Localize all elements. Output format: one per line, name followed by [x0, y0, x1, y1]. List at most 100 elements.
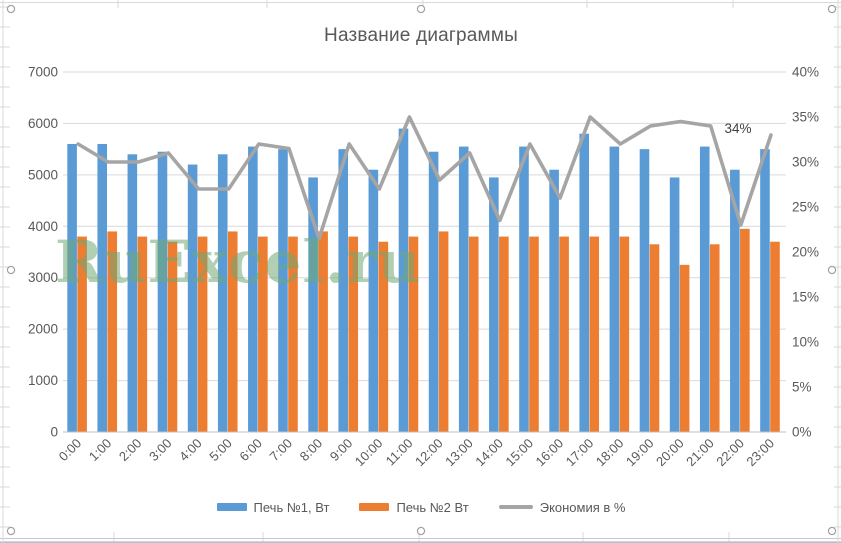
- x-axis-tick-label[interactable]: 12:00: [412, 436, 446, 470]
- x-axis-tick-label[interactable]: 16:00: [533, 436, 567, 470]
- chart-legend[interactable]: Печь №1, Вт Печь №2 Вт Экономия в %: [11, 496, 831, 518]
- bar-furnace2[interactable]: [770, 241, 780, 432]
- x-axis-tick-label[interactable]: 8:00: [297, 436, 326, 465]
- bar-furnace1[interactable]: [338, 149, 349, 432]
- bar-furnace2[interactable]: [378, 241, 389, 432]
- bar-furnace1[interactable]: [368, 169, 379, 432]
- bar-furnace1[interactable]: [97, 144, 108, 432]
- bar-furnace2[interactable]: [408, 236, 419, 432]
- bar-furnace1[interactable]: [278, 149, 288, 432]
- right-axis-tick-label[interactable]: 15%: [792, 290, 819, 305]
- bar-furnace1[interactable]: [579, 133, 590, 432]
- x-axis-tick-label[interactable]: 23:00: [743, 436, 777, 470]
- x-axis-tick-label[interactable]: 2:00: [116, 436, 145, 465]
- bar-furnace1[interactable]: [760, 149, 770, 432]
- selection-handle-top-left[interactable]: [7, 5, 15, 13]
- x-axis-tick-label[interactable]: 13:00: [442, 436, 476, 470]
- x-axis-tick-label[interactable]: 21:00: [683, 436, 717, 470]
- bar-furnace1[interactable]: [519, 146, 529, 433]
- x-axis-tick-label[interactable]: 0:00: [56, 436, 85, 465]
- bar-furnace1[interactable]: [248, 146, 258, 433]
- x-axis-tick-label[interactable]: 7:00: [267, 436, 296, 465]
- x-axis-tick-label[interactable]: 22:00: [713, 436, 747, 470]
- bar-furnace1[interactable]: [458, 146, 469, 433]
- right-axis-tick-label[interactable]: 35%: [792, 110, 819, 125]
- bar-furnace1[interactable]: [609, 146, 620, 433]
- x-axis-tick-label[interactable]: 11:00: [383, 436, 416, 469]
- left-axis-tick-label[interactable]: 2000: [28, 322, 58, 337]
- bar-furnace1[interactable]: [308, 177, 318, 432]
- bar-furnace2[interactable]: [619, 236, 630, 432]
- bar-furnace2[interactable]: [348, 236, 359, 432]
- left-axis-tick-label[interactable]: 7000: [28, 65, 58, 80]
- bar-furnace1[interactable]: [187, 164, 198, 433]
- bar-furnace1[interactable]: [639, 149, 650, 432]
- bar-furnace2[interactable]: [468, 236, 479, 432]
- bar-furnace1[interactable]: [699, 146, 710, 433]
- bar-furnace1[interactable]: [398, 128, 409, 433]
- bar-furnace2[interactable]: [318, 231, 328, 432]
- bar-furnace2[interactable]: [137, 236, 148, 432]
- x-axis-tick-label[interactable]: 5:00: [206, 436, 235, 465]
- selection-handle-top-right[interactable]: [828, 5, 836, 13]
- bar-furnace2[interactable]: [649, 244, 660, 432]
- left-axis-tick-label[interactable]: 4000: [28, 219, 58, 234]
- selection-handle-bottom-middle[interactable]: [417, 527, 425, 535]
- bar-furnace2[interactable]: [167, 241, 178, 432]
- legend-item-furnace1[interactable]: Печь №1, Вт: [216, 500, 329, 515]
- bar-furnace1[interactable]: [669, 177, 680, 432]
- selection-handle-right-middle[interactable]: [828, 266, 836, 274]
- x-axis-tick-label[interactable]: 3:00: [146, 436, 175, 465]
- bar-furnace2[interactable]: [529, 236, 539, 432]
- legend-item-savings[interactable]: Экономия в %: [498, 500, 625, 515]
- x-axis-tick-label[interactable]: 6:00: [236, 436, 265, 465]
- left-axis-tick-label[interactable]: 1000: [28, 373, 58, 388]
- x-axis-tick-label[interactable]: 15:00: [502, 436, 536, 470]
- x-axis-tick-label[interactable]: 20:00: [653, 436, 687, 470]
- left-axis-tick-label[interactable]: 0: [50, 425, 58, 440]
- bar-furnace2[interactable]: [679, 264, 690, 432]
- bar-furnace1[interactable]: [217, 154, 228, 433]
- bar-furnace2[interactable]: [438, 231, 449, 432]
- bar-furnace2[interactable]: [77, 236, 87, 432]
- x-axis-tick-label[interactable]: 18:00: [593, 436, 627, 470]
- x-axis-tick-label[interactable]: 19:00: [623, 436, 657, 470]
- bar-furnace2[interactable]: [709, 244, 720, 432]
- bar-furnace1[interactable]: [549, 169, 559, 432]
- bar-furnace2[interactable]: [499, 236, 509, 432]
- bar-furnace2[interactable]: [258, 236, 268, 432]
- left-axis-tick-label[interactable]: 3000: [28, 270, 58, 285]
- x-axis-tick-label[interactable]: 14:00: [472, 436, 506, 470]
- bar-furnace1[interactable]: [127, 154, 138, 433]
- right-axis-tick-label[interactable]: 20%: [792, 245, 819, 260]
- right-axis-tick-label[interactable]: 25%: [792, 200, 819, 215]
- bar-furnace2[interactable]: [288, 236, 298, 432]
- legend-item-furnace2[interactable]: Печь №2 Вт: [359, 500, 469, 515]
- bar-furnace2[interactable]: [740, 228, 750, 432]
- x-axis-tick-label[interactable]: 17:00: [563, 436, 597, 470]
- selection-handle-bottom-left[interactable]: [7, 527, 15, 535]
- x-axis-tick-label[interactable]: 1:00: [86, 436, 115, 465]
- savings-line[interactable]: [76, 115, 773, 241]
- right-axis-tick-label[interactable]: 10%: [792, 335, 819, 350]
- data-point-label-34pct[interactable]: 34%: [724, 121, 752, 136]
- left-axis-tick-label[interactable]: 5000: [28, 167, 58, 182]
- bar-furnace1[interactable]: [157, 151, 168, 432]
- selection-handle-bottom-right[interactable]: [828, 527, 836, 535]
- bar-furnace1[interactable]: [67, 144, 77, 432]
- bar-furnace2[interactable]: [559, 236, 569, 432]
- bar-furnace2[interactable]: [107, 231, 118, 432]
- bar-furnace1[interactable]: [730, 169, 740, 432]
- x-axis-tick-label[interactable]: 4:00: [176, 436, 205, 465]
- x-axis-tick-label[interactable]: 10:00: [352, 436, 386, 470]
- right-axis-tick-label[interactable]: 5%: [792, 380, 812, 395]
- bar-furnace2[interactable]: [589, 236, 600, 432]
- left-axis-tick-label[interactable]: 6000: [28, 116, 58, 131]
- chart-title[interactable]: Название диаграммы: [324, 25, 518, 46]
- bar-furnace2[interactable]: [197, 236, 208, 432]
- right-axis-tick-label[interactable]: 0%: [792, 425, 812, 440]
- x-axis-tick-label[interactable]: 9:00: [327, 436, 356, 465]
- selection-handle-top-middle[interactable]: [417, 5, 425, 13]
- bar-furnace1[interactable]: [428, 151, 439, 432]
